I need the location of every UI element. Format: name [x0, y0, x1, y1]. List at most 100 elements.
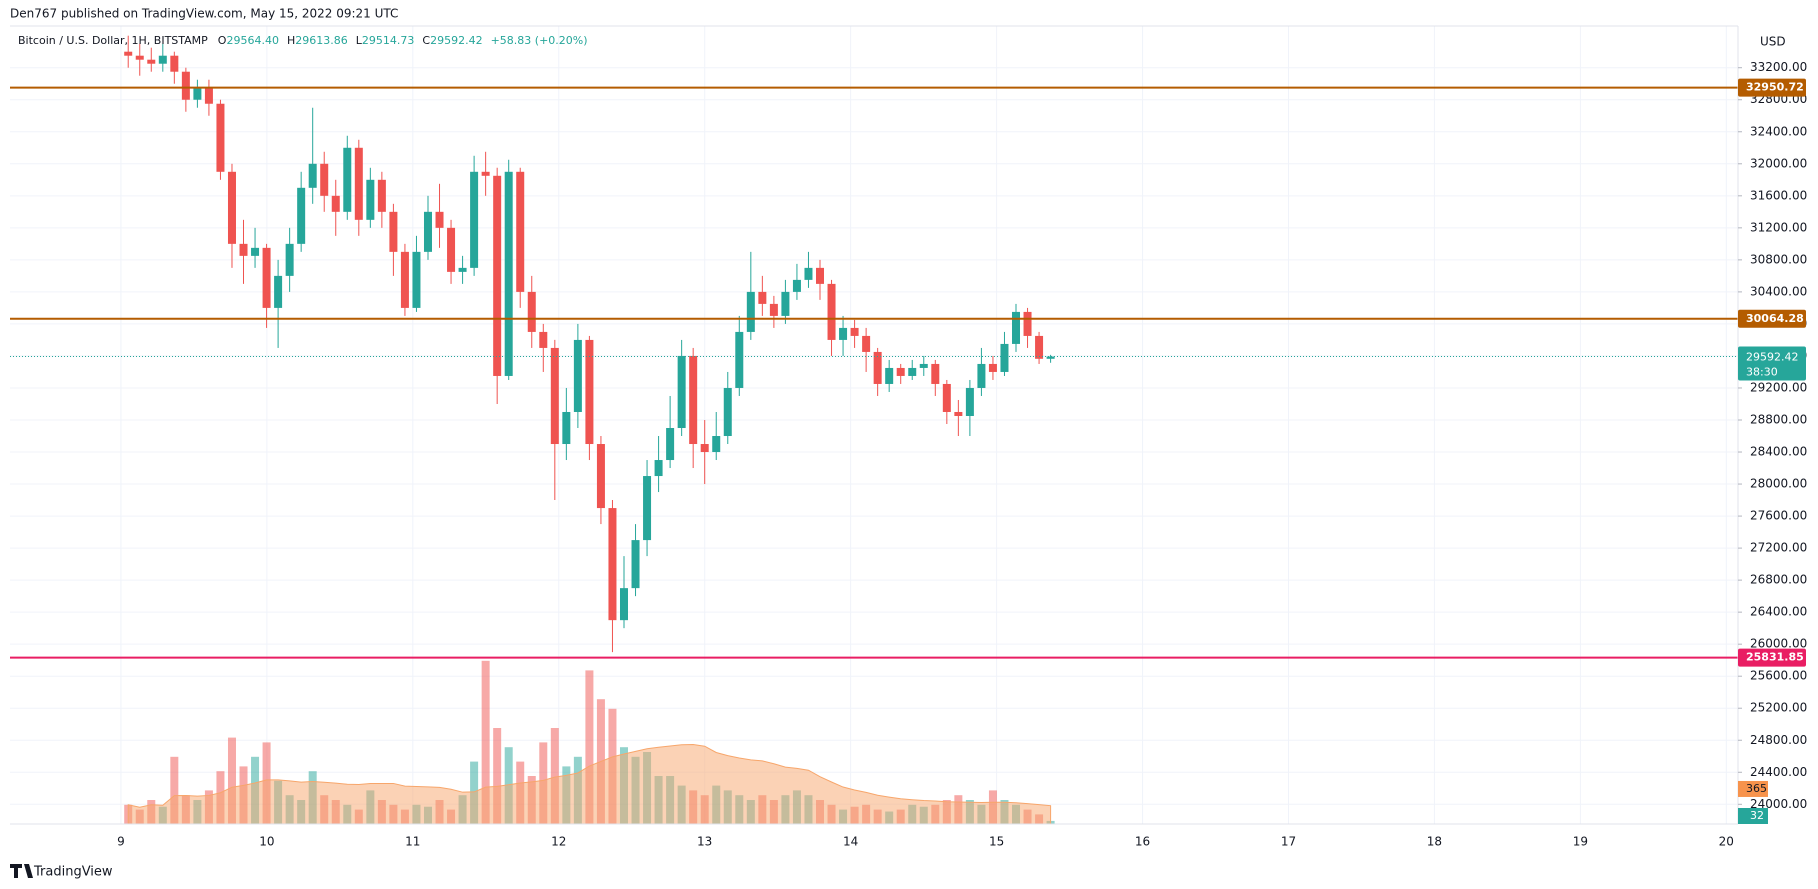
candle-body [827, 283, 836, 340]
candle-body [746, 291, 755, 332]
candle-body [447, 227, 456, 272]
volume-ma-area [127, 744, 1052, 825]
currency: USD [1760, 35, 1786, 49]
x-tick-label: 20 [1719, 835, 1734, 849]
candle-body [573, 339, 582, 412]
candle-body [158, 55, 167, 64]
candle-body [458, 267, 467, 272]
candle-body [839, 327, 848, 340]
candle-body [700, 444, 709, 453]
candle-body [769, 303, 778, 316]
level-badge [1738, 78, 1806, 97]
candle-body [712, 436, 721, 453]
candle-body [850, 327, 859, 336]
brand-name: TradingView [33, 865, 113, 880]
candle-body [504, 171, 513, 376]
volume-bar [227, 737, 236, 824]
x-tick-label: 18 [1427, 835, 1442, 849]
candle-body [251, 247, 260, 256]
candle-body [331, 195, 340, 212]
candle-body [885, 367, 894, 384]
candle-body [470, 171, 479, 268]
y-tick-label: 31600.00 [1750, 188, 1807, 202]
y-tick-label: 27200.00 [1750, 541, 1807, 555]
candle-body [539, 331, 548, 348]
candle-body [666, 428, 675, 461]
y-tick-label: 28000.00 [1750, 477, 1807, 491]
candle-body [954, 411, 963, 416]
high-label: H [287, 34, 295, 47]
candle-body [965, 387, 974, 416]
x-tick-label: 19 [1573, 835, 1588, 849]
y-tick-label: 33200.00 [1750, 60, 1807, 74]
candle-body [1035, 335, 1044, 359]
volume-bar [493, 728, 502, 824]
level-badge [1738, 648, 1806, 667]
candle-body [619, 588, 628, 621]
volume-pane [124, 660, 1055, 825]
legend: Bitcoin / U.S. Dollar, 1H, BITSTAMP O2956… [18, 34, 588, 47]
candle-body [677, 355, 686, 429]
y-tick-label: 28400.00 [1750, 445, 1807, 459]
candle-body [285, 243, 294, 276]
volume-ma-badge [1738, 780, 1768, 797]
last-price-badge [1738, 346, 1806, 381]
candle-body [631, 540, 640, 589]
last-price-label: 29592.42 [1746, 351, 1799, 364]
change: +58.83 (+0.20%) [491, 34, 588, 47]
candle-body [366, 179, 375, 220]
candle-body [758, 291, 767, 304]
candle-body [919, 363, 928, 368]
x-tick-label: 10 [259, 835, 274, 849]
brand-logo [10, 864, 33, 878]
y-tick-label: 26000.00 [1750, 637, 1807, 651]
candle-body [135, 55, 144, 60]
volume-label: 32 [1750, 809, 1764, 822]
candle-body [562, 411, 571, 445]
candle-body [354, 147, 363, 220]
x-tick-label: 15 [989, 835, 1004, 849]
candle-body [400, 251, 409, 308]
volume-badge [1738, 808, 1768, 824]
x-tick-label: 12 [551, 835, 566, 849]
level-badge [1738, 309, 1806, 328]
candle-body [516, 171, 525, 292]
candle-body [1046, 356, 1055, 359]
candle-body [343, 147, 352, 212]
volume-ma-label: 365 [1746, 782, 1767, 795]
open-value: 29564.40 [226, 34, 279, 47]
price-pane [10, 35, 1738, 659]
candle-body [481, 171, 490, 176]
candle-body [608, 508, 617, 621]
y-tick-label: 26800.00 [1750, 573, 1807, 587]
low-value: 29514.73 [362, 34, 415, 47]
candle-body [896, 367, 905, 376]
y-tick-label: 30800.00 [1750, 252, 1807, 266]
y-tick-label: 24000.00 [1750, 797, 1807, 811]
candle-body [124, 51, 133, 56]
candle-body [377, 179, 386, 212]
candle-body [804, 267, 813, 280]
candle-body [389, 211, 398, 252]
y-tick-label: 24400.00 [1750, 765, 1807, 779]
byline: Den767 published on TradingView.com, May… [10, 7, 398, 21]
candle-body [170, 55, 179, 72]
y-tick-label: 26400.00 [1750, 605, 1807, 619]
candle-body [216, 103, 225, 172]
candle-body [643, 476, 652, 541]
candle-body [239, 243, 248, 256]
candle-body [147, 59, 156, 64]
candle-body [423, 211, 432, 252]
y-tick-label: 25600.00 [1750, 669, 1807, 683]
y-tick-label: 29200.00 [1750, 380, 1807, 394]
close-label: C [422, 34, 430, 47]
candle-body [585, 339, 594, 445]
volume-bar [481, 660, 490, 824]
candle-body [320, 163, 329, 196]
candle-body [977, 363, 986, 388]
candle-body [181, 71, 190, 100]
x-tick-label: 14 [843, 835, 858, 849]
